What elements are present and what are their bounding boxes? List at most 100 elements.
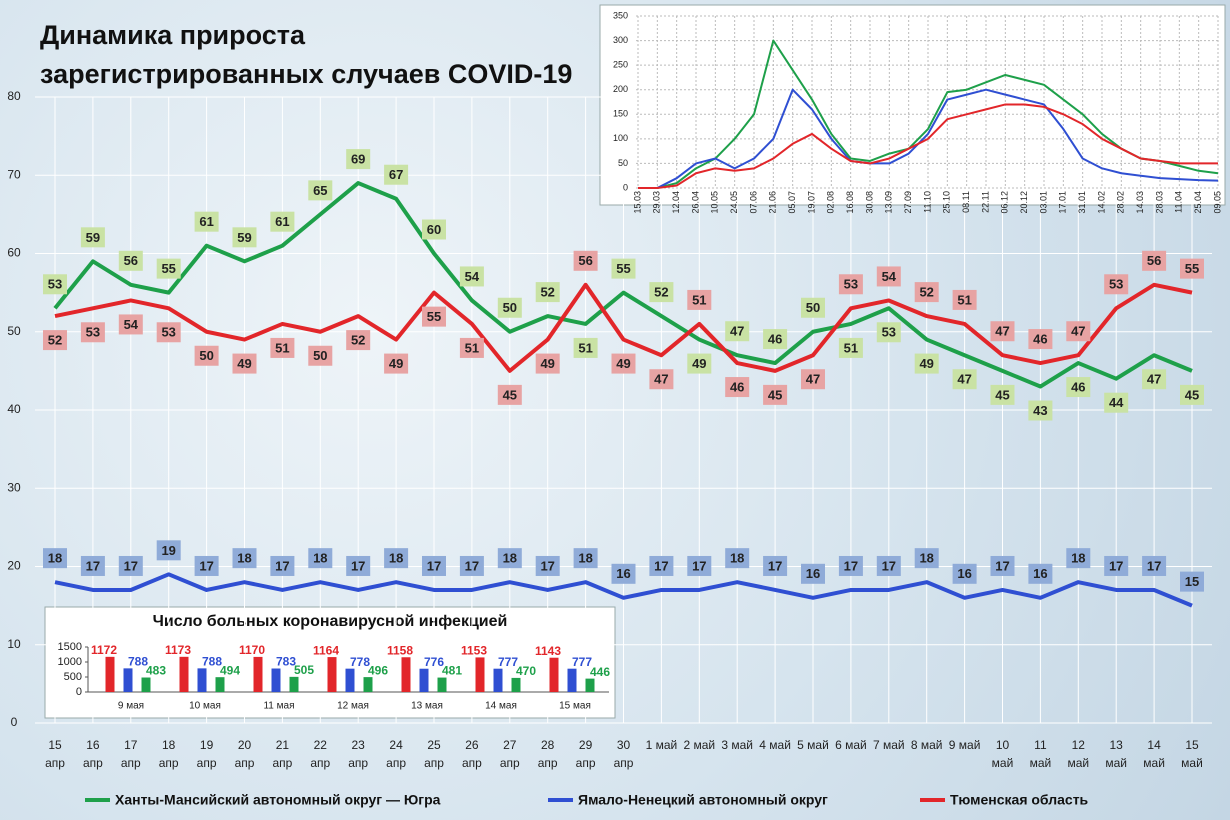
data-label: 45 bbox=[503, 387, 517, 402]
data-label: 55 bbox=[427, 309, 441, 324]
x-tick-label: 11 май bbox=[1029, 738, 1052, 770]
x-tick-label: 19 апр bbox=[196, 738, 217, 770]
data-label-box bbox=[611, 258, 636, 279]
data-label: 16 bbox=[806, 566, 820, 581]
x-tick-label: 28.02 bbox=[1116, 191, 1126, 214]
inset-title: Число больных коронавирусной инфекцией bbox=[153, 613, 508, 630]
data-label: 496 bbox=[368, 663, 388, 677]
data-label: 56 bbox=[124, 253, 138, 268]
y-tick-label: 60 bbox=[7, 246, 21, 260]
data-label-box bbox=[876, 555, 901, 576]
data-label-box bbox=[1104, 274, 1129, 295]
data-label: 46 bbox=[768, 331, 782, 346]
y-tick-label: 40 bbox=[7, 402, 21, 416]
data-label-box bbox=[725, 377, 750, 398]
data-label: 47 bbox=[806, 372, 820, 387]
data-label-box bbox=[725, 548, 750, 569]
data-label: 47 bbox=[654, 372, 668, 387]
data-label: 53 bbox=[882, 325, 896, 340]
x-tick-label: 13 май bbox=[1105, 738, 1127, 770]
data-label-box bbox=[990, 384, 1015, 405]
x-tick-label: 22 апр bbox=[310, 738, 331, 770]
data-label: 54 bbox=[465, 269, 480, 284]
data-label: 67 bbox=[389, 167, 403, 182]
x-tick-label: 09.05 bbox=[1212, 191, 1222, 214]
x-tick-label: 27 апр bbox=[499, 738, 520, 770]
x-tick-label: 16.08 bbox=[845, 191, 855, 214]
data-label-box bbox=[876, 266, 901, 287]
data-label: 51 bbox=[844, 340, 858, 355]
data-label: 55 bbox=[616, 261, 630, 276]
y-tick-label: 350 bbox=[613, 10, 628, 20]
data-label-box bbox=[232, 227, 257, 248]
data-label-box bbox=[459, 266, 484, 287]
data-label-box bbox=[801, 563, 825, 584]
y-tick-label: 0 bbox=[11, 715, 18, 729]
data-label-box bbox=[43, 330, 67, 351]
y-tick-label: 100 bbox=[613, 133, 628, 143]
bar bbox=[493, 668, 503, 692]
data-label-box bbox=[687, 555, 712, 576]
x-tick-label: 08.11 bbox=[961, 191, 971, 213]
data-label-box bbox=[687, 289, 712, 310]
data-label: 50 bbox=[199, 348, 213, 363]
data-label: 17 bbox=[86, 558, 100, 573]
x-tick-label: 11 мая bbox=[263, 701, 294, 712]
x-tick-label: 31.01 bbox=[1077, 191, 1087, 214]
data-label-box bbox=[422, 306, 446, 327]
data-label-box bbox=[80, 555, 105, 576]
x-tick-label: 27.09 bbox=[903, 191, 913, 214]
data-label-box bbox=[952, 369, 977, 390]
x-tick-label: 8 май bbox=[910, 738, 943, 752]
bar bbox=[327, 657, 337, 692]
data-label-box bbox=[535, 555, 560, 576]
bar bbox=[123, 668, 133, 692]
data-label-box bbox=[1180, 571, 1204, 592]
data-label-box bbox=[1028, 329, 1053, 350]
data-label-box bbox=[43, 274, 67, 295]
data-label-box bbox=[308, 548, 333, 569]
data-label: 53 bbox=[1109, 277, 1123, 292]
data-label: 49 bbox=[919, 356, 933, 371]
data-label: 44 bbox=[1109, 395, 1124, 410]
data-label: 52 bbox=[48, 333, 62, 348]
data-label-box bbox=[1142, 369, 1167, 390]
bar bbox=[475, 657, 485, 692]
data-label-box bbox=[763, 329, 788, 350]
x-tick-label: 24.05 bbox=[729, 191, 739, 214]
legend-label: Тюменская область bbox=[950, 792, 1089, 808]
x-tick-label: 21.06 bbox=[768, 191, 778, 214]
bar bbox=[271, 668, 281, 692]
data-label: 481 bbox=[442, 664, 462, 678]
data-label: 18 bbox=[389, 551, 403, 566]
x-tick-label: 2 май bbox=[683, 738, 716, 752]
x-tick-label: 20.12 bbox=[1019, 191, 1029, 214]
data-label-box bbox=[1104, 555, 1129, 576]
data-label-box bbox=[952, 289, 977, 310]
x-tick-label: 19.07 bbox=[806, 191, 816, 214]
y-tick-label: 0 bbox=[76, 686, 82, 698]
data-label: 59 bbox=[86, 230, 100, 245]
data-label: 17 bbox=[465, 558, 479, 573]
data-label: 61 bbox=[275, 214, 289, 229]
x-tick-label: 22.11 bbox=[980, 191, 990, 213]
data-label: 49 bbox=[616, 356, 630, 371]
bar bbox=[437, 677, 447, 692]
data-label: 776 bbox=[424, 655, 444, 669]
bar bbox=[549, 657, 559, 692]
data-label: 69 bbox=[351, 152, 365, 167]
data-label-box bbox=[43, 548, 67, 569]
x-tick-label: 6 май bbox=[835, 738, 867, 752]
data-label: 51 bbox=[275, 340, 289, 355]
data-label: 49 bbox=[540, 356, 554, 371]
y-tick-label: 30 bbox=[7, 480, 21, 494]
legend-label: Ханты-Мансийский автономный округ — Югра bbox=[115, 792, 441, 808]
data-label-box bbox=[573, 250, 598, 271]
data-label: 17 bbox=[124, 558, 138, 573]
data-label: 17 bbox=[995, 558, 1009, 573]
x-tick-label: 11.10 bbox=[922, 191, 932, 213]
x-tick-label: 12 май bbox=[1067, 738, 1090, 770]
data-label-box bbox=[1028, 400, 1053, 421]
data-label: 16 bbox=[957, 566, 971, 581]
data-label: 505 bbox=[294, 663, 314, 677]
